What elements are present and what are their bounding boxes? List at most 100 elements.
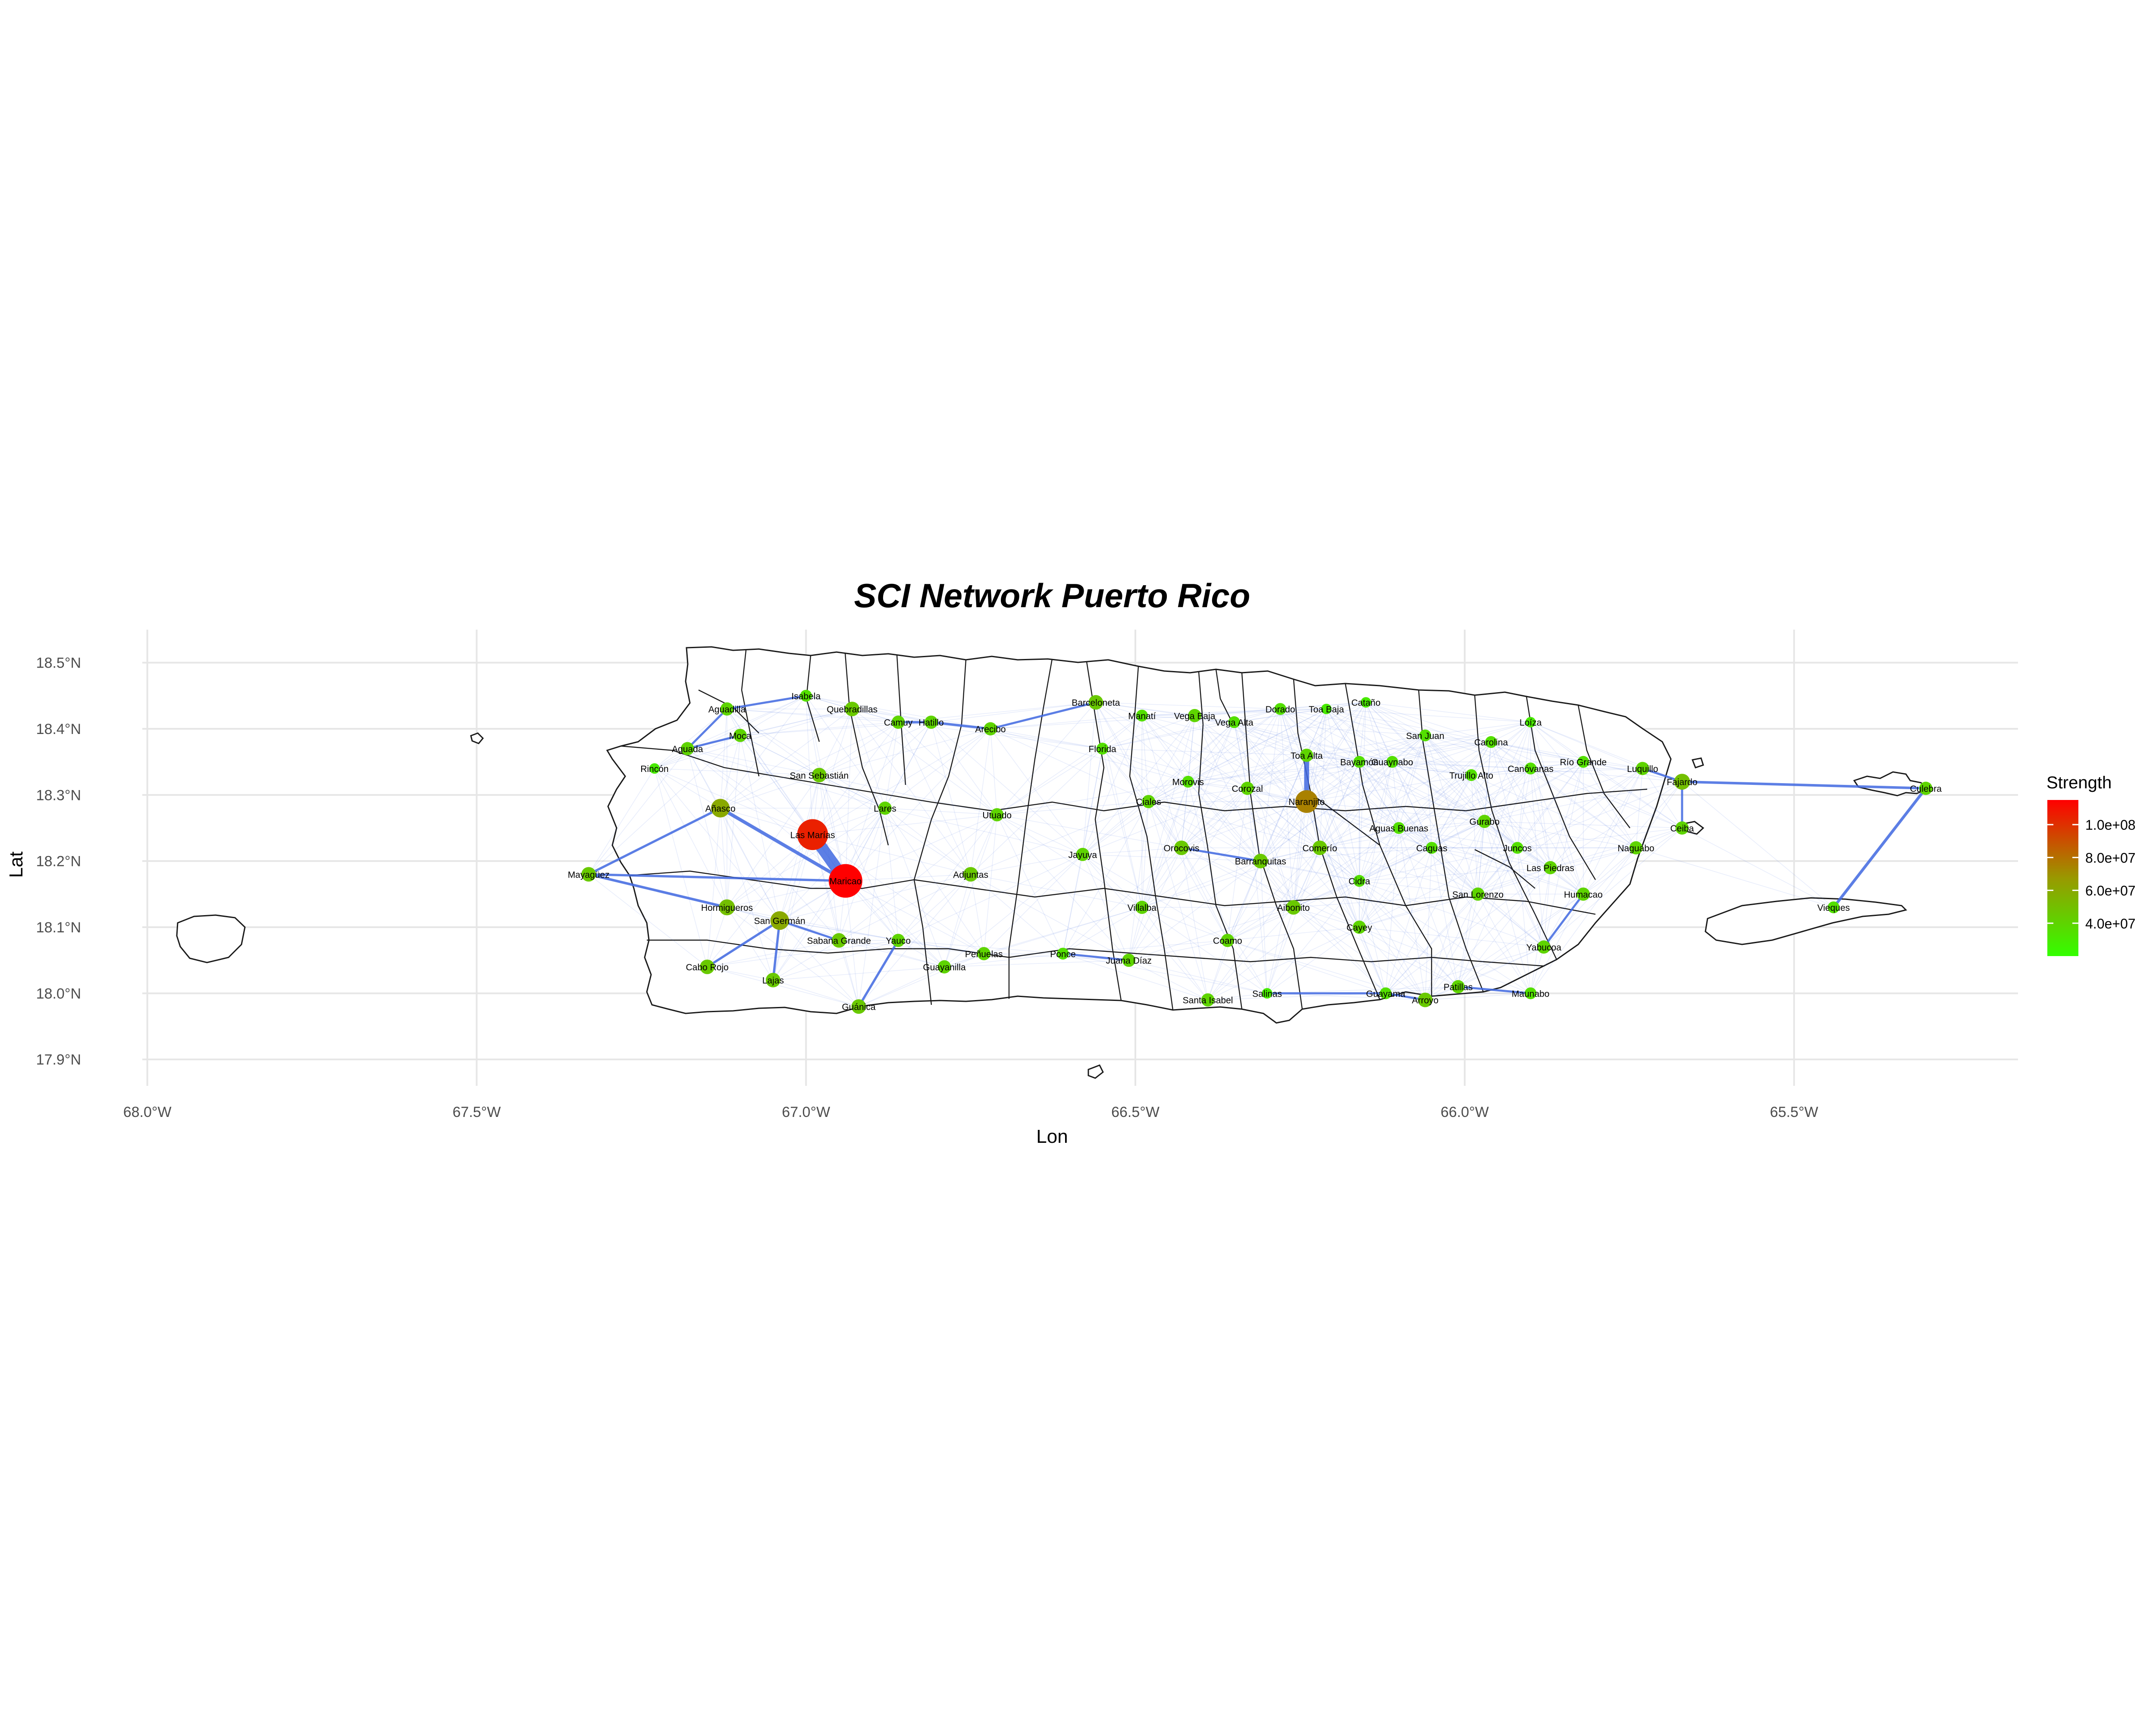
weak-edge <box>1385 847 1432 994</box>
weak-edge <box>687 695 806 749</box>
weak-edge <box>1141 715 1261 862</box>
weak-edge <box>1280 709 1320 848</box>
legend-ticks: 1.0e+08 8.0e+07 6.0e+07 4.0e+07 <box>2047 817 2136 932</box>
weak-edge <box>1359 741 1492 762</box>
weak-edge <box>1142 709 1281 716</box>
strong-edge <box>772 919 781 982</box>
weak-edge <box>1326 709 1426 736</box>
weak-edge <box>990 728 1083 855</box>
weak-edge <box>1128 907 1143 960</box>
municipality-label: Barranquitas <box>1235 857 1286 867</box>
weak-edge <box>1128 847 1182 961</box>
weak-edge <box>806 695 991 729</box>
legend-tick-label: 1.0e+08 <box>2085 817 2136 833</box>
municipality-node <box>1228 716 1240 728</box>
municipality-node <box>700 960 714 974</box>
weak-edge <box>1095 702 1248 789</box>
weak-edge <box>1306 755 1485 822</box>
weak-edge <box>1326 709 1399 828</box>
municipality-label: Gurabo <box>1470 817 1500 827</box>
weak-edge <box>1188 781 1228 941</box>
weak-edge <box>1326 709 1472 776</box>
weak-edge <box>1398 828 1432 848</box>
weak-edge <box>1398 828 1426 1000</box>
weak-edge <box>1207 861 1261 1000</box>
municipality-label: Isabela <box>791 691 821 701</box>
weak-edge <box>1491 742 1518 848</box>
weak-edge <box>931 722 1083 855</box>
municipality-label: Arecibo <box>975 724 1006 734</box>
weak-edge <box>1267 993 1426 1000</box>
weak-edge <box>1366 702 1492 743</box>
weak-edge <box>884 808 899 941</box>
weak-edge <box>1359 735 1426 762</box>
weak-edge <box>1141 715 1149 802</box>
weak-edge <box>1431 847 1459 987</box>
weak-edge <box>1188 761 1360 782</box>
weak-edge <box>588 735 741 875</box>
weak-edge <box>1682 828 1834 908</box>
weak-edge <box>931 702 1096 723</box>
network-nodes <box>581 690 1933 1014</box>
municipality-node <box>990 808 1004 822</box>
weak-edge <box>727 709 899 723</box>
weak-edge <box>1102 748 1261 862</box>
weak-edge <box>1293 762 1360 908</box>
weak-edge <box>1234 722 1307 802</box>
municipality-label: Vieques <box>1818 903 1850 913</box>
weak-edge <box>1484 781 1683 822</box>
weak-edge <box>1359 927 1544 947</box>
weak-edge <box>1530 722 1584 894</box>
weak-edge <box>1306 741 1492 802</box>
weak-edge <box>1306 709 1327 802</box>
weak-edge <box>1247 755 1307 789</box>
weak-edge <box>852 709 886 809</box>
weak-edge <box>1181 709 1327 848</box>
weak-edge <box>1359 828 1399 928</box>
weak-edge <box>1477 722 1531 894</box>
weak-edge <box>1491 741 1643 769</box>
weak-edge <box>1141 788 1248 908</box>
weak-edge <box>1082 854 1228 941</box>
weak-edge <box>885 728 991 809</box>
weak-edge <box>1359 880 1544 947</box>
weak-edge <box>1431 847 1478 894</box>
chart-title: SCI Network Puerto Rico <box>854 577 1250 615</box>
municipality-label: Villalba <box>1128 903 1157 913</box>
weak-edge <box>1359 847 1518 881</box>
weak-edge <box>1484 821 1682 828</box>
municipality-node <box>1182 775 1194 788</box>
weak-edge <box>884 722 899 809</box>
weak-edge <box>1141 847 1182 908</box>
strong-edge <box>718 806 847 883</box>
weak-edge <box>1194 709 1281 716</box>
y-tick-label: 18.5°N <box>36 655 81 671</box>
weak-edge <box>1319 821 1485 848</box>
weak-edge <box>1550 781 1683 868</box>
weak-edge <box>1543 768 1643 947</box>
weak-edge <box>944 815 997 967</box>
weak-edge <box>1471 742 1492 775</box>
weak-edge <box>1227 907 1294 941</box>
municipality-label: Humacao <box>1564 890 1603 900</box>
weak-edge <box>983 815 998 954</box>
strong-edge <box>857 939 899 1008</box>
municipality-label: Loíza <box>1520 718 1542 728</box>
municipality-label: Cidra <box>1348 877 1370 887</box>
weak-edge <box>1398 761 1584 828</box>
weak-edge <box>1062 940 1228 954</box>
weak-edge <box>1326 709 1393 762</box>
weak-edge <box>944 953 1063 967</box>
weak-edge <box>654 768 727 908</box>
municipality-label: Yauco <box>886 936 911 946</box>
weak-edge <box>1306 755 1360 881</box>
weak-edge <box>1141 801 1149 908</box>
weak-edge <box>819 775 971 875</box>
weak-edge <box>1484 768 1643 822</box>
municipality-node <box>720 702 734 716</box>
weak-edge <box>727 775 820 908</box>
weak-edge <box>1141 907 1208 1000</box>
municipality-label: Vega Baja <box>1174 711 1216 721</box>
weak-edge <box>812 834 984 954</box>
weak-edge <box>1181 847 1360 928</box>
